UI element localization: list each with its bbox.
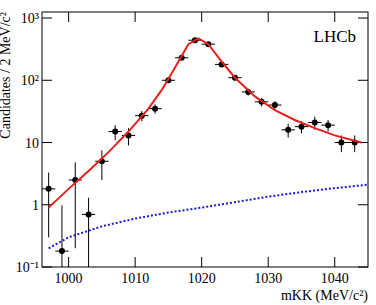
curve [49, 38, 362, 207]
x-tick [268, 257, 269, 267]
data-point [285, 127, 291, 133]
plot-area [42, 37, 368, 267]
x-tick [68, 257, 69, 267]
x-tick [201, 257, 202, 267]
y-tick-label: 10³ [21, 11, 39, 26]
x-tick [201, 12, 202, 22]
x-tick-label: 1040 [321, 271, 349, 286]
x-tick [135, 12, 136, 22]
data-point [46, 186, 52, 192]
x-tick-label: 1030 [254, 271, 282, 286]
y-tick-label: 10⁻¹ [16, 260, 39, 275]
data-point [86, 211, 92, 217]
data-point [152, 106, 158, 112]
data-point [59, 248, 65, 254]
x-tick [268, 12, 269, 22]
x-tick [68, 12, 69, 22]
y-tick-label: 1 [32, 198, 39, 213]
annotation: LHCb [314, 27, 357, 46]
y-tick-label: 10 [25, 136, 39, 151]
error-bar [101, 150, 102, 180]
x-tick [135, 257, 136, 267]
frame [42, 12, 368, 267]
data-point [325, 122, 331, 128]
y-tick [42, 18, 52, 19]
error-bar [48, 172, 49, 237]
y-axis-label: Candidates / 2 MeV/c² [0, 12, 13, 139]
data-point [338, 140, 344, 146]
data-point [112, 129, 118, 135]
y-tick [42, 80, 52, 81]
y-tick [42, 267, 52, 268]
x-tick-label: 1000 [55, 271, 83, 286]
x-tick-label: 1010 [121, 271, 149, 286]
x-tick [334, 12, 335, 22]
y-tick [358, 18, 368, 19]
error-bar [61, 205, 62, 267]
x-tick-label: 1020 [188, 271, 216, 286]
data-point [272, 102, 278, 108]
y-tick [358, 204, 368, 205]
data-point [312, 119, 318, 125]
x-axis-label: mKK (MeV/c²) [281, 288, 368, 304]
x-tick [334, 257, 335, 267]
curve [49, 185, 368, 249]
error-bar [88, 198, 89, 267]
y-tick [358, 80, 368, 81]
chart: 1000 1010 1020 1030 1040 10⁻¹ 1 10 10² 10³ mKK (Me… [0, 0, 376, 305]
y-tick-label: 10² [21, 73, 39, 88]
y-tick [42, 142, 52, 143]
y-tick [358, 267, 368, 268]
